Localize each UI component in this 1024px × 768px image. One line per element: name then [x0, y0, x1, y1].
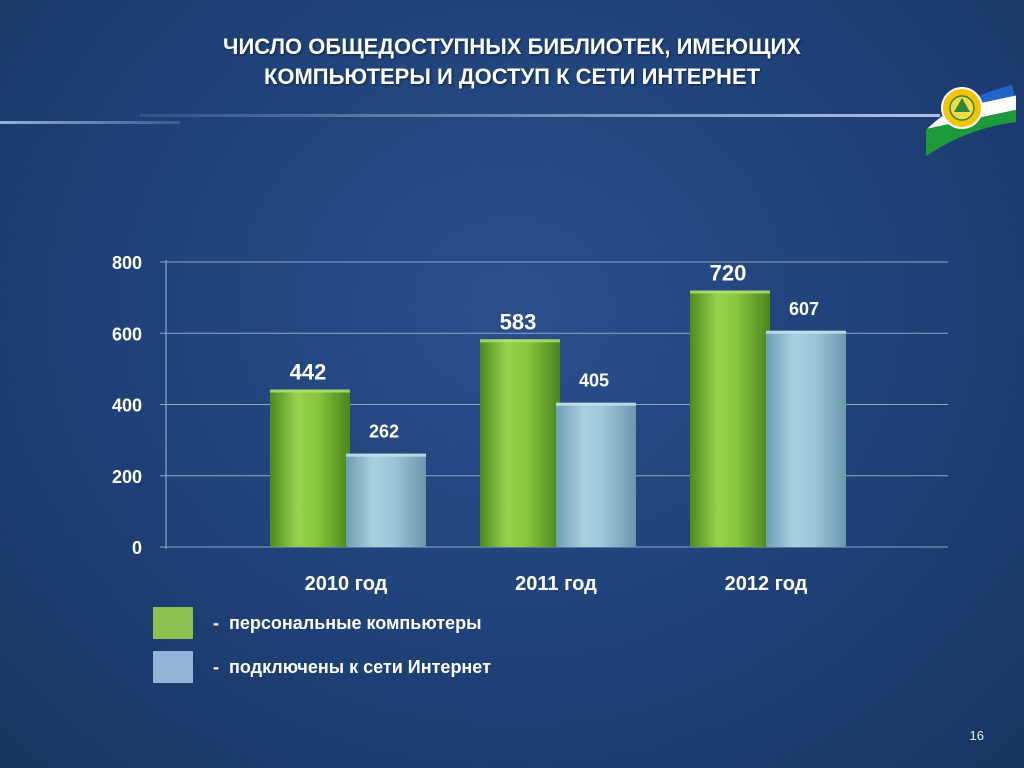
bar-highlight [556, 402, 636, 406]
data-label: 583 [500, 309, 537, 334]
bar-highlight [346, 453, 426, 457]
y-tick-label: 800 [112, 253, 142, 273]
data-label: 405 [579, 371, 609, 391]
legend-label-internet: подключены к сети Интернет [229, 656, 491, 677]
bar [346, 453, 426, 547]
slide-title: ЧИСЛО ОБЩЕДОСТУПНЫХ БИБЛИОТЕК, ИМЕЮЩИХ К… [0, 32, 1024, 92]
bashkortostan-flag-emblem-icon [918, 78, 1018, 160]
legend-item-computers: - персональные компьютеры [153, 606, 481, 640]
page-number: 16 [969, 728, 984, 743]
x-tick-label: 2010 год [305, 573, 388, 595]
bar [480, 339, 560, 547]
bar-highlight [270, 389, 350, 393]
title-line-2: КОМПЬЮТЕРЫ И ДОСТУП К СЕТИ ИНТЕРНЕТ [263, 64, 761, 89]
bar [766, 330, 846, 547]
title-line-1: ЧИСЛО ОБЩЕДОСТУПНЫХ БИБЛИОТЕК, ИМЕЮЩИХ [223, 34, 801, 59]
y-tick-label: 200 [112, 467, 142, 487]
legend-dash: - [213, 612, 219, 633]
y-tick-label: 400 [112, 396, 142, 416]
legend-label-computers: персональные компьютеры [229, 612, 482, 633]
legend-item-internet: - подключены к сети Интернет [153, 650, 491, 684]
legend-swatch-computers [153, 607, 193, 639]
y-tick-label: 0 [132, 538, 142, 558]
bar [270, 389, 350, 547]
data-label: 262 [369, 422, 399, 442]
x-tick-label: 2012 год [725, 573, 808, 595]
y-tick-label: 600 [112, 324, 142, 344]
bar [690, 290, 770, 547]
bar [556, 402, 636, 547]
data-label: 720 [710, 261, 747, 286]
data-label: 607 [789, 299, 819, 319]
x-tick-label: 2011 год [515, 573, 597, 595]
bar-highlight [766, 330, 846, 334]
legend-swatch-internet [153, 651, 193, 683]
decorative-line-right [140, 114, 940, 117]
data-label: 442 [290, 360, 327, 385]
legend-dash: - [213, 656, 219, 677]
bar-highlight [690, 290, 770, 294]
bar-highlight [480, 339, 560, 343]
decorative-line-left [0, 121, 180, 124]
